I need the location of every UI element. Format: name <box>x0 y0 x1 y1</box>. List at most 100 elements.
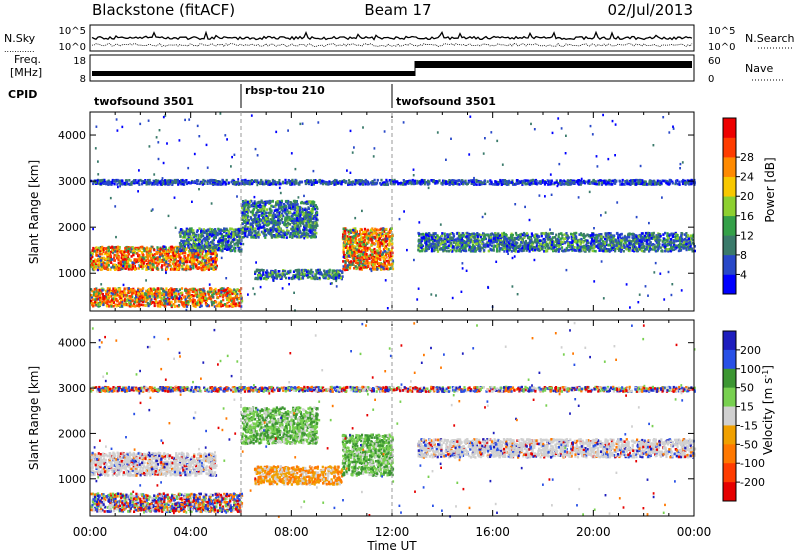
data-cell <box>99 253 101 256</box>
data-cell <box>105 267 107 270</box>
data-cell <box>121 295 123 298</box>
data-cell <box>201 249 203 252</box>
data-cell <box>205 237 207 240</box>
data-cell <box>186 261 188 264</box>
data-cell <box>212 296 214 299</box>
data-cell <box>138 259 140 262</box>
data-cell <box>129 303 131 306</box>
data-cell <box>281 218 283 221</box>
data-cell <box>136 252 138 255</box>
data-cell <box>211 303 213 306</box>
data-cell <box>147 266 149 269</box>
data-cell <box>145 293 147 296</box>
data-cell <box>242 223 244 226</box>
data-cell <box>103 257 105 260</box>
data-cell <box>147 256 149 259</box>
data-cell <box>116 300 118 303</box>
data-cell <box>113 266 115 269</box>
data-cell <box>228 244 230 247</box>
data-cell <box>185 268 187 271</box>
data-cell <box>215 266 217 269</box>
data-cell <box>94 288 96 291</box>
data-cell <box>236 293 238 296</box>
data-cell <box>107 257 109 260</box>
data-cell <box>169 250 171 253</box>
data-cell <box>122 256 124 259</box>
data-cell <box>165 287 167 290</box>
data-cell <box>153 256 155 259</box>
data-cell <box>224 303 226 306</box>
data-cell <box>127 304 129 307</box>
data-cell <box>191 259 193 262</box>
data-cell <box>160 287 162 290</box>
data-cell <box>233 298 235 301</box>
data-cell <box>307 233 309 236</box>
data-cell <box>209 246 211 249</box>
data-cell <box>95 246 97 249</box>
data-cell <box>127 260 129 263</box>
data-cell <box>274 209 276 212</box>
data-cell <box>179 242 181 245</box>
data-cell <box>180 235 182 238</box>
data-cell <box>170 248 172 251</box>
data-cell <box>100 259 102 262</box>
data-cell <box>124 292 126 295</box>
data-cell <box>193 288 195 291</box>
data-cell <box>250 211 252 214</box>
data-cell <box>207 265 209 268</box>
data-cell <box>105 293 107 296</box>
data-cell <box>192 229 194 232</box>
data-cell <box>176 251 178 254</box>
data-cell <box>108 264 110 267</box>
data-cell <box>210 267 212 270</box>
data-cell <box>118 295 120 298</box>
data-cell <box>204 268 206 271</box>
freq-label-1: Freq. <box>14 53 41 66</box>
data-cell <box>240 243 242 246</box>
data-cell <box>131 293 133 296</box>
data-cell <box>205 250 207 253</box>
data-cell <box>201 260 203 263</box>
data-cell <box>197 246 199 249</box>
data-cell <box>111 299 113 302</box>
data-cell <box>218 289 220 292</box>
data-cell <box>134 292 136 295</box>
power-panel: 1000200030004000 Slant Range [km] 481216… <box>27 112 777 312</box>
data-cell <box>131 261 133 264</box>
data-cell <box>188 246 190 249</box>
data-cell <box>155 301 157 304</box>
data-cell <box>113 305 115 308</box>
data-cell <box>121 292 123 295</box>
data-cell <box>193 295 195 298</box>
data-cell <box>194 299 196 302</box>
data-cell <box>123 251 125 254</box>
data-cell <box>198 243 200 246</box>
data-cell <box>152 301 154 304</box>
data-cell <box>189 265 191 268</box>
data-cell <box>118 289 120 292</box>
data-cell <box>151 295 153 298</box>
data-cell <box>178 293 180 296</box>
data-cell <box>98 303 100 306</box>
data-cell <box>113 246 115 249</box>
data-cell <box>111 258 113 261</box>
data-cell <box>132 300 134 303</box>
data-cell <box>163 249 165 252</box>
data-cell <box>97 289 99 292</box>
data-cell <box>236 288 238 291</box>
data-cell <box>107 287 109 290</box>
data-cell <box>254 227 256 230</box>
data-cell <box>107 246 109 249</box>
data-cell <box>211 301 213 304</box>
data-cell <box>90 294 92 297</box>
data-cell <box>130 251 132 254</box>
data-cell <box>94 250 96 253</box>
data-cell <box>92 305 94 308</box>
data-cell <box>220 294 222 297</box>
beam-title: Beam 17 <box>364 1 431 19</box>
data-cell <box>100 299 102 302</box>
data-cell <box>142 287 144 290</box>
data-cell <box>148 305 150 308</box>
data-cell <box>232 235 234 238</box>
data-cell <box>181 265 183 268</box>
